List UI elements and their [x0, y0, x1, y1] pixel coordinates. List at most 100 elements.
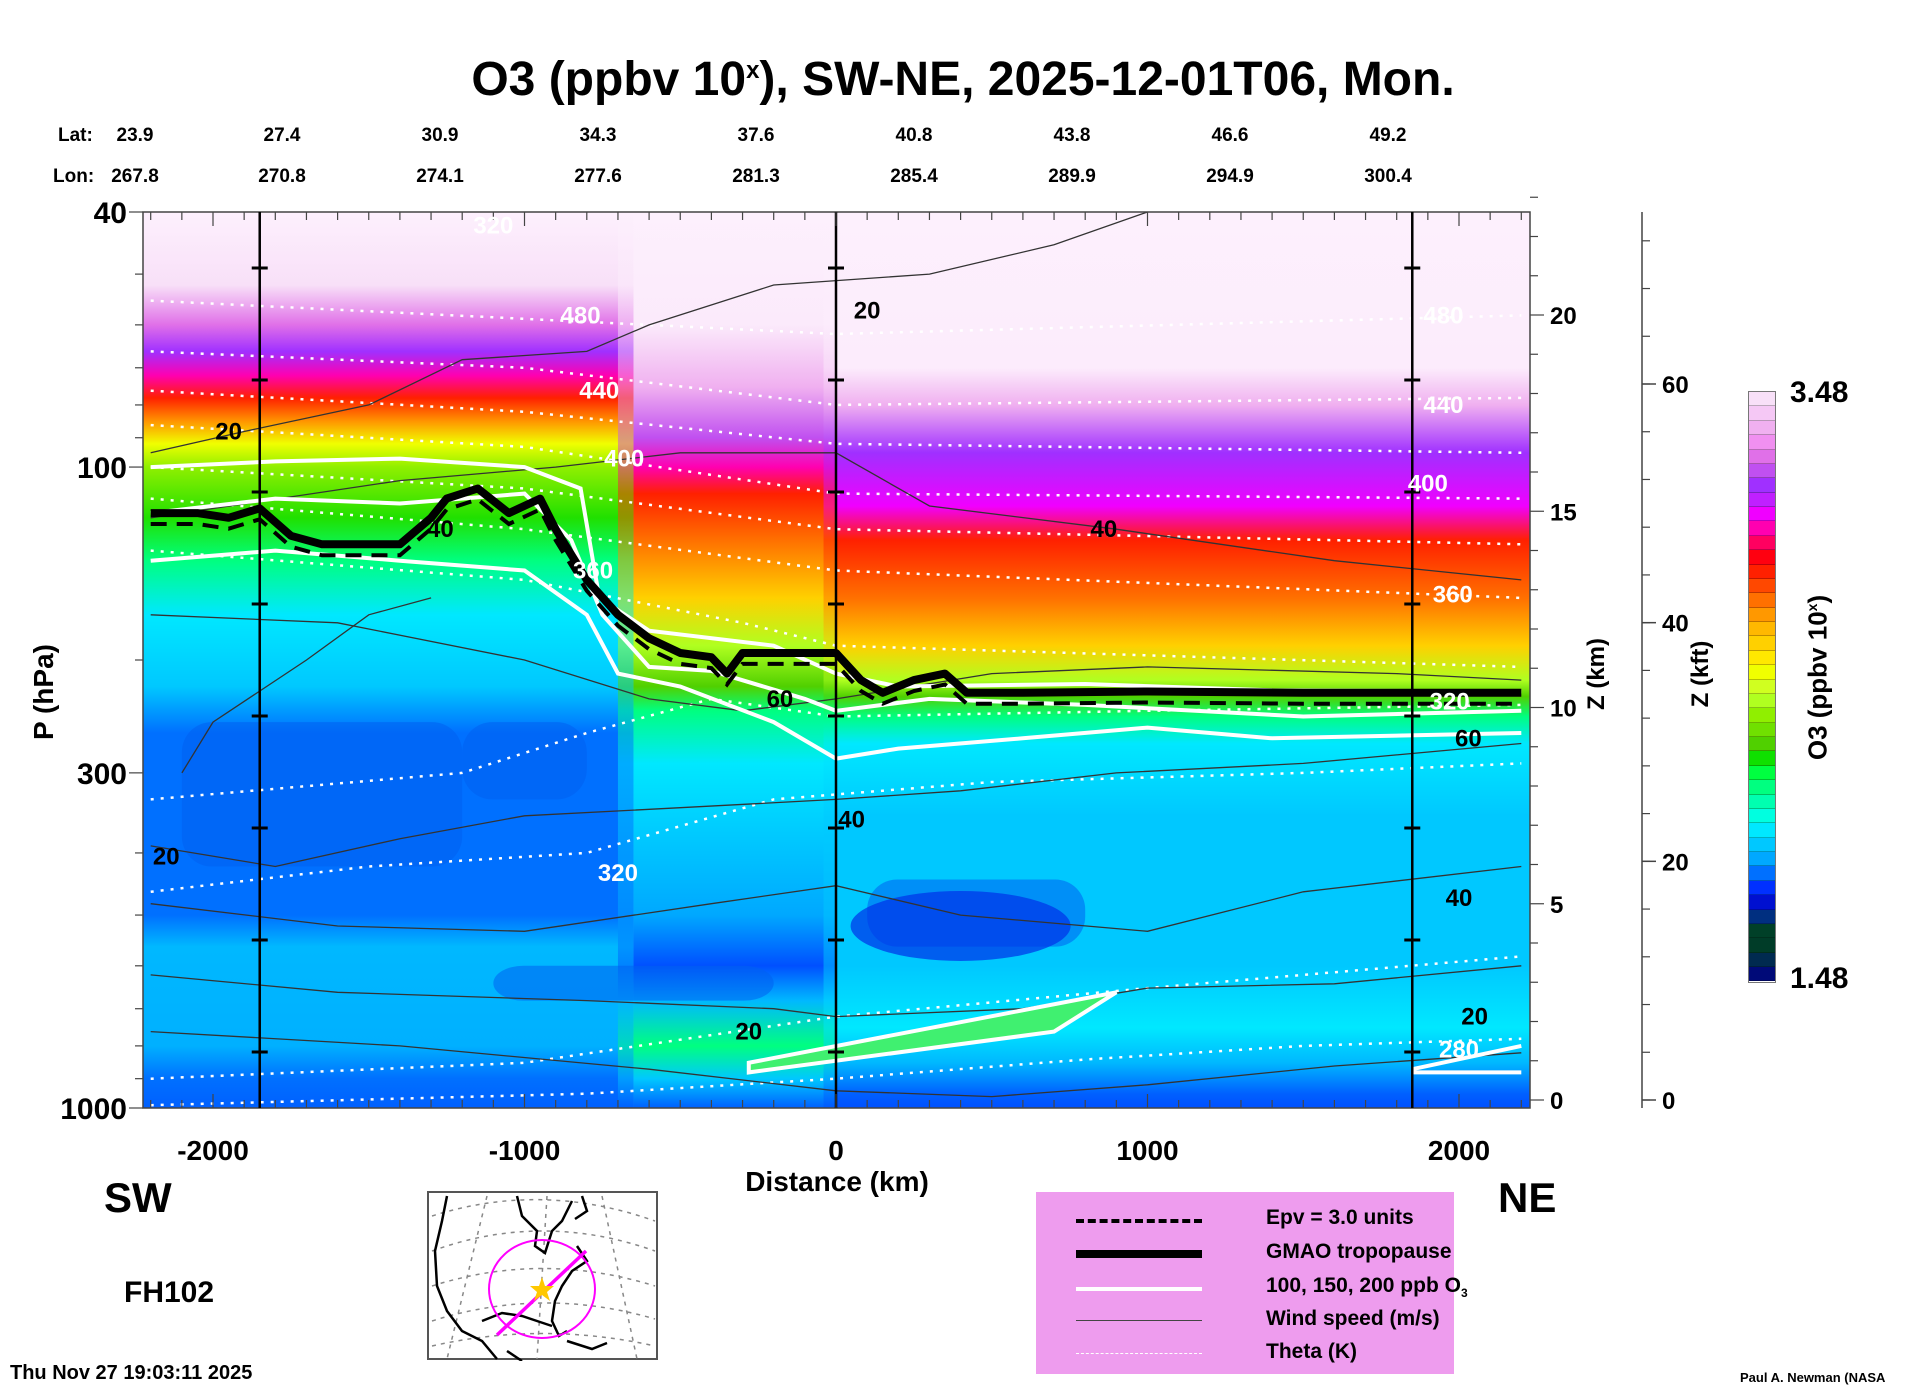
lat-label: 23.9 — [116, 125, 154, 146]
white-line-icon — [1076, 1287, 1202, 1291]
legend-item-wind-speed: Wind speed (m/s) — [1076, 1307, 1446, 1335]
colorbar-max-label: 3.48 — [1790, 376, 1849, 409]
forecast-hour-label: FH102 — [124, 1276, 215, 1309]
colorbar-segment — [1749, 449, 1775, 464]
wind-contour-label: 40 — [838, 807, 865, 834]
tropopause-line — [150, 484, 1522, 697]
timestamp: Thu Nov 27 19:03:11 2025 — [10, 1362, 253, 1384]
colorbar-segment — [1749, 794, 1775, 809]
x-tick-label: -2000 — [177, 1135, 249, 1166]
lon-label: 294.9 — [1206, 166, 1254, 187]
z-km-tick-label: 5 — [1550, 892, 1563, 919]
theta-contour — [150, 1037, 1522, 1107]
low-ozone-patch — [462, 722, 587, 800]
wind-contour-label: 60 — [767, 686, 794, 713]
colorbar-segment — [1749, 463, 1775, 479]
ozone-ppb-contour — [746, 990, 1118, 1075]
wind-speed-contour — [150, 614, 1522, 712]
x-tick-label: -1000 — [489, 1135, 561, 1166]
colorbar-segment — [1749, 880, 1775, 896]
wind-contour-label: 20 — [215, 418, 242, 445]
ozone-field — [143, 212, 1530, 1108]
lat-label: 34.3 — [579, 125, 617, 146]
lon-label: 289.9 — [1048, 166, 1096, 187]
ozone-ppb-contour — [150, 456, 1522, 694]
wind-contour-label: 40 — [1091, 516, 1118, 543]
colorbar-segment — [1749, 622, 1775, 637]
colorbar-segment — [1749, 708, 1775, 723]
credit-label: Paul A. Newman (NASA — [1740, 1370, 1886, 1385]
map-center-star-icon — [530, 1277, 554, 1301]
wind-speed-contour — [150, 1030, 1522, 1098]
legend-item-theta: Theta (K) — [1076, 1340, 1446, 1368]
z-kft-tick-label: 0 — [1662, 1088, 1675, 1115]
ne-direction-label: NE — [1498, 1174, 1557, 1221]
lat-label: 40.8 — [895, 125, 933, 146]
theta-contour-label: 480 — [561, 302, 601, 329]
colorbar-segment — [1749, 578, 1775, 594]
theta-contour — [150, 350, 1522, 407]
theta-contour — [150, 497, 1522, 600]
ozone-blend — [823, 212, 874, 1108]
lon-prefix: Lon: — [53, 166, 95, 187]
map-coastlines — [433, 1195, 608, 1361]
inset-map — [427, 1191, 658, 1361]
lon-label: 285.4 — [890, 166, 938, 187]
legend-item-ozone-ppb: 100, 150, 200 ppb O3 — [1076, 1274, 1468, 1302]
thin-line-icon — [1076, 1320, 1202, 1321]
sw-direction-label: SW — [104, 1174, 172, 1221]
colorbar-segment — [1749, 564, 1775, 579]
ozone-region-ne — [836, 212, 1530, 1108]
wind-speed-contour — [150, 742, 1522, 868]
x-tick-label: 0 — [828, 1135, 844, 1166]
colorbar-segment — [1749, 593, 1775, 608]
theta-contour — [150, 423, 1522, 500]
theta-contour — [150, 465, 1522, 546]
colorbar-segment — [1749, 938, 1775, 953]
legend-item-tropopause: GMAO tropopause — [1076, 1240, 1452, 1268]
colorbar-segment — [1749, 478, 1775, 493]
y-tick-label: 1000 — [60, 1093, 127, 1126]
colorbar-segment — [1749, 967, 1775, 982]
theta-contour-label: 440 — [579, 378, 619, 405]
y-tick-label: 300 — [77, 758, 127, 791]
low-ozone-patch — [181, 722, 463, 867]
y-axis-label: P (hPa) — [28, 644, 59, 740]
lon-label: 267.8 — [111, 166, 159, 187]
lon-label: 281.3 — [732, 166, 780, 187]
x-tick-label: 2000 — [1428, 1135, 1490, 1166]
z-kft-tick-label: 60 — [1662, 372, 1689, 399]
colorbar-segment — [1749, 521, 1775, 536]
wind-speed-contour — [181, 597, 432, 774]
colorbar-segment — [1749, 392, 1775, 407]
dotted-line-icon — [1076, 1353, 1202, 1354]
theta-contour-label: 400 — [1408, 470, 1448, 497]
lon-label: 270.8 — [258, 166, 306, 187]
colorbar-segment — [1749, 607, 1775, 622]
theta-contour-label: 320 — [1430, 688, 1470, 715]
wind-contour-label: 40 — [1446, 885, 1473, 912]
colorbar-segment — [1749, 406, 1775, 421]
lat-label: 27.4 — [263, 125, 301, 146]
legend-item-epv: Epv = 3.0 units — [1076, 1206, 1446, 1234]
colorbar-segment — [1749, 780, 1775, 795]
theta-contour-label: 320 — [598, 860, 638, 887]
contour-labels: 320 480 440 400 360 320 480 440 400 360 320 280 20 40… — [153, 213, 1488, 1064]
theta-contour-label: 440 — [1423, 392, 1463, 419]
legend: Epv = 3.0 units GMAO tropopause 100, 150… — [1036, 1192, 1468, 1374]
colorbar-segment — [1749, 751, 1775, 766]
y-tick-label: 40 — [94, 197, 127, 230]
colorbar-segment — [1749, 909, 1775, 924]
colorbar-segment — [1749, 765, 1775, 781]
colorbar-segment — [1749, 636, 1775, 651]
wind-contour-label: 20 — [854, 298, 881, 325]
colorbar-segment — [1749, 952, 1775, 967]
colorbar-segment — [1749, 507, 1775, 522]
theta-contour — [150, 389, 1522, 455]
lat-label: 30.9 — [421, 125, 459, 146]
map-range-circle — [488, 1239, 596, 1339]
colorbar-segment — [1749, 650, 1775, 666]
theta-contour — [150, 762, 1522, 894]
colorbar-segment — [1749, 923, 1775, 939]
ozone-ppb-contour — [150, 548, 1522, 761]
